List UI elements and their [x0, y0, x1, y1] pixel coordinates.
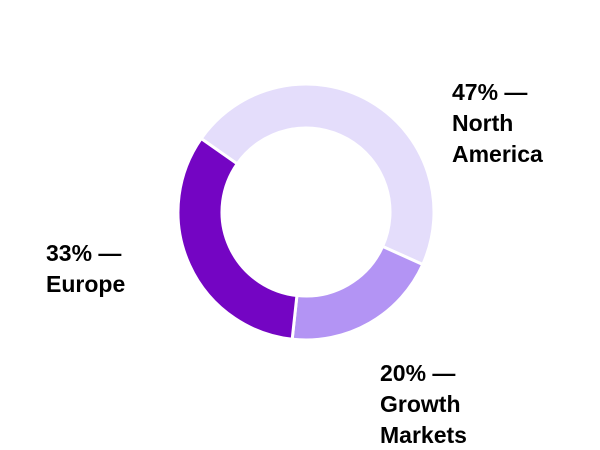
- donut-segment: [176, 136, 299, 341]
- data-label: 47% — North America: [452, 79, 543, 167]
- donut-segment: [199, 82, 436, 267]
- donut-segment: [290, 244, 425, 342]
- data-label: 20% — Growth Markets: [380, 360, 467, 448]
- data-label: 33% — Europe: [46, 240, 126, 297]
